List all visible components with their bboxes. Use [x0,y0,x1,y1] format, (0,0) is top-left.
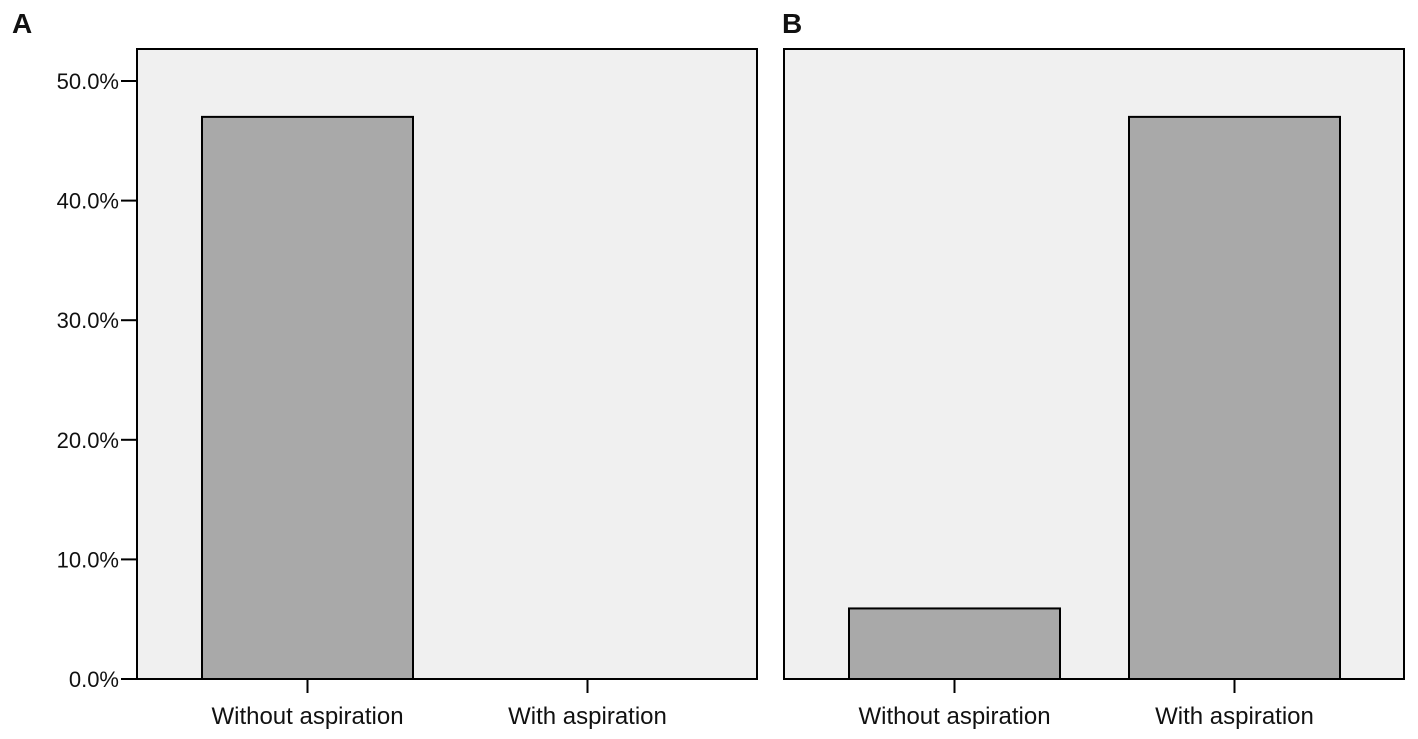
panel-a-x-tick-label-2: With aspiration [508,703,667,730]
panel-b-bar-2 [1128,115,1341,680]
panel-b-label: B [782,8,802,39]
panel-a-y-tick-label-2: 10.0% [57,547,119,572]
panel-b-x-tick-label-2: With aspiration [1155,703,1314,730]
panel-a-label: A [12,8,32,39]
panel-b-bar-1 [848,607,1061,680]
panel-b: B Without aspiration With aspiration [782,8,1405,730]
panel-a-y-tick-label-5: 40.0% [57,189,119,214]
panel-a-y-tick-label-1: 0.0% [69,667,119,692]
panel-a-x-tick-label-1: Without aspiration [211,703,403,730]
panel-a-y-tick-label-3: 20.0% [57,428,119,453]
panel-a-bar-1 [201,115,414,680]
panel-b-x-tick-label-1: Without aspiration [858,703,1050,730]
panel-b-marks: Without aspiration With aspiration [848,115,1341,730]
panel-a: A Without aspiration With aspiration 0.0% 1… [12,8,758,730]
panel-a-y-tick-label-4: 30.0% [57,308,119,333]
panel-a-marks: Without aspiration With aspiration 0.0% 10.… [57,69,667,730]
panel-a-y-tick-label-6: 50.0% [57,69,119,94]
